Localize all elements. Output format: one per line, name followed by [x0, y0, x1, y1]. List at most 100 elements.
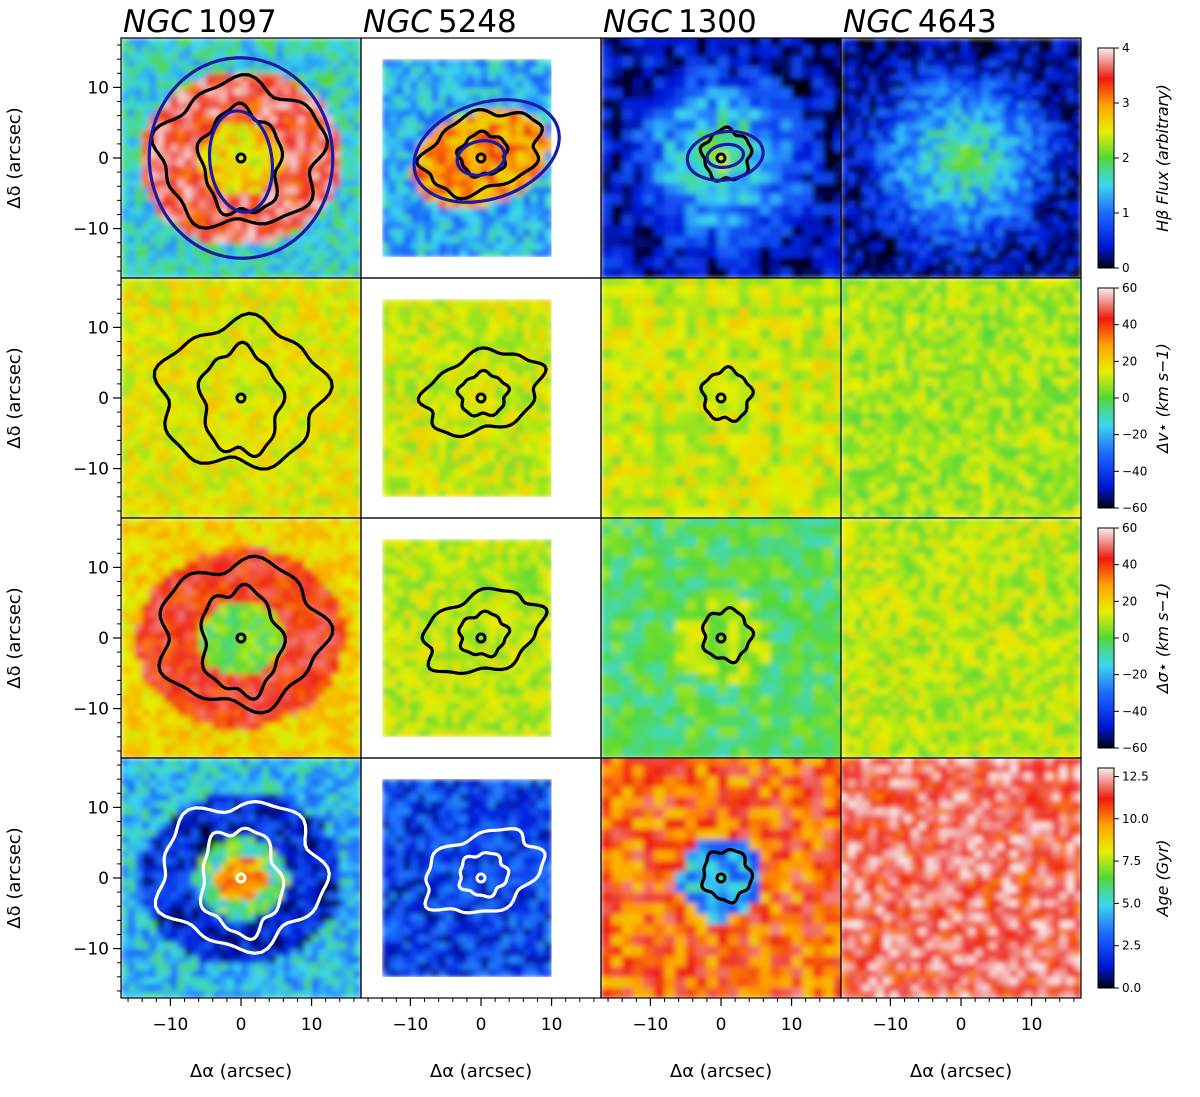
x-axis-label: Δα (arcsec) — [910, 1061, 1012, 1082]
y-tick-label: 10 — [87, 78, 109, 98]
panel-age-col1 — [120, 757, 362, 999]
colorbar-tick-label: 0 — [1122, 261, 1130, 275]
nucleus-marker — [715, 152, 727, 164]
column-titles: NGC 1097 NGC 5248 NGC 1300 NGC 4643 — [123, 4, 997, 40]
colorbar-tick-label: 20 — [1122, 354, 1137, 368]
colorbar-tick-label: −20 — [1122, 428, 1147, 442]
blue-ellipse — [455, 139, 507, 177]
y-tick-label: −10 — [73, 220, 109, 240]
nucleus-marker — [235, 152, 247, 164]
y-tick-label: −10 — [73, 940, 109, 960]
colorbar-tick-label: 0.0 — [1122, 981, 1141, 995]
y-tick-label: 0 — [98, 869, 109, 889]
contour-line — [454, 129, 510, 179]
y-tick-label: −10 — [73, 460, 109, 480]
colorbar-tick-label: 40 — [1122, 558, 1137, 572]
blue-ellipse — [207, 109, 275, 214]
colorbar-label: Δσ⋆ (km s−1) — [1153, 583, 1172, 696]
nucleus-marker — [475, 632, 487, 644]
x-tick-label: 0 — [956, 1015, 967, 1035]
panel-flux-col2 — [360, 37, 602, 279]
y-axis-label: Δδ (arcsec) — [4, 347, 25, 448]
colorbar-tick-label: −60 — [1122, 741, 1147, 755]
x-tick-label: 0 — [476, 1015, 487, 1035]
colorbar-velocity_residual — [1097, 287, 1115, 509]
contour-line — [457, 609, 512, 659]
panel-dispersion_residual-col1 — [120, 517, 362, 759]
nucleus-marker — [475, 152, 487, 164]
column-title-3: NGC 1300 — [603, 4, 757, 40]
contour-line — [153, 799, 331, 955]
contour-line — [700, 847, 755, 905]
blue-ellipse — [685, 129, 765, 182]
panel-age-col4 — [840, 757, 1082, 999]
y-axis-label: Δδ (arcsec) — [4, 107, 25, 208]
colorbar-tick-label: 0 — [1122, 631, 1130, 645]
colorbar-tick-label: −40 — [1122, 704, 1147, 718]
panel-age-col2 — [360, 757, 602, 999]
nucleus-marker — [235, 392, 247, 404]
y-axis-label: Δδ (arcsec) — [4, 587, 25, 688]
x-tick-label: −10 — [392, 1015, 428, 1035]
colorbar-tick-label: 40 — [1122, 318, 1137, 332]
panel-velocity_residual-col4 — [840, 277, 1082, 519]
nucleus-marker — [475, 872, 487, 884]
column-title-1: NGC 1097 — [123, 4, 277, 40]
colorbar-flux — [1097, 47, 1115, 269]
colorbar-tick-label: 60 — [1122, 521, 1137, 535]
contour-line — [423, 826, 547, 915]
colorbar-tick-label: 7.5 — [1122, 854, 1141, 868]
y-tick-label: 0 — [98, 629, 109, 649]
nucleus-marker — [235, 872, 247, 884]
colorbar-age — [1097, 767, 1115, 989]
y-tick-label: −10 — [73, 700, 109, 720]
colorbar-tick-label: 1 — [1122, 206, 1130, 220]
contours — [147, 56, 765, 955]
y-tick-label: 0 — [98, 389, 109, 409]
panel-velocity_residual-col1 — [120, 277, 362, 519]
nucleus-marker — [715, 632, 727, 644]
y-tick-label: 0 — [98, 149, 109, 169]
colorbar-dispersion_residual — [1097, 527, 1115, 749]
panel-flux-col4 — [840, 37, 1082, 279]
x-tick-label: 0 — [236, 1015, 247, 1035]
contour-line — [420, 586, 549, 676]
blue-ellipse — [705, 142, 746, 169]
panel-age-col3 — [600, 757, 842, 999]
x-tick-label: 10 — [1021, 1015, 1043, 1035]
panel-flux-col3 — [600, 37, 842, 279]
contour-line — [199, 582, 287, 701]
x-tick-label: −10 — [872, 1015, 908, 1035]
colorbar-tick-label: 5.0 — [1122, 896, 1141, 910]
x-axis-label: Δα (arcsec) — [670, 1061, 772, 1082]
x-tick-label: −10 — [632, 1015, 668, 1035]
blue-ellipse — [147, 56, 335, 260]
x-tick-label: −10 — [152, 1015, 188, 1035]
x-tick-label: 10 — [781, 1015, 803, 1035]
x-tick-label: 10 — [301, 1015, 323, 1035]
colorbar-tick-label: −40 — [1122, 464, 1147, 478]
colorbar-label: Hβ Flux (arbitrary) — [1153, 84, 1172, 232]
y-tick-label: 10 — [87, 798, 109, 818]
x-axis-label: Δα (arcsec) — [190, 1061, 292, 1082]
contour-line — [457, 851, 511, 899]
x-axis-label: Δα (arcsec) — [430, 1061, 532, 1082]
contour-line — [152, 311, 334, 471]
y-tick-label: 10 — [87, 318, 109, 338]
y-tick-label: 10 — [87, 558, 109, 578]
panel-dispersion_residual-col4 — [840, 517, 1082, 759]
contour-line — [416, 346, 548, 439]
contour-line — [700, 605, 756, 665]
x-tick-label: 10 — [541, 1015, 563, 1035]
column-title-4: NGC 4643 — [843, 4, 997, 40]
column-title-2: NGC 5248 — [363, 4, 517, 40]
panel-velocity_residual-col3 — [600, 277, 842, 519]
colorbar-tick-label: −20 — [1122, 668, 1147, 682]
contour-line — [198, 826, 286, 942]
colorbar-tick-label: 12.5 — [1122, 769, 1149, 783]
colorbars: 0 1 2 3 4 Hβ Flux (arbitrary) −60 −40 −20 0 20 40 60… — [1097, 41, 1172, 995]
colorbar-tick-label: 4 — [1122, 41, 1130, 55]
colorbar-tick-label: 60 — [1122, 281, 1137, 295]
colorbar-tick-label: −60 — [1122, 501, 1147, 515]
panel-dispersion_residual-col3 — [600, 517, 842, 759]
